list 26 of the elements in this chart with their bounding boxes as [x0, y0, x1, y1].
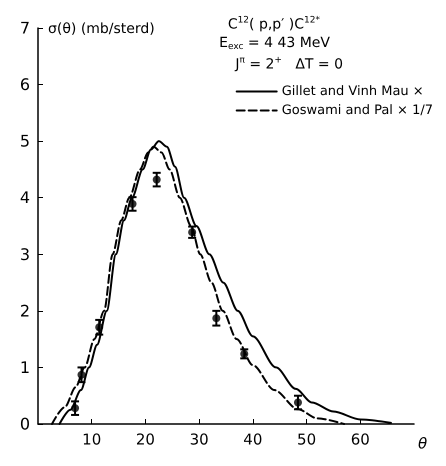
y-tick-label: 0	[20, 414, 30, 434]
legend-label: Goswami and Pal × 1/7	[282, 103, 434, 118]
point	[152, 176, 161, 184]
y-tick-label: 5	[20, 132, 30, 151]
x-tick-label: 30	[190, 430, 209, 448]
point	[71, 404, 80, 412]
x-tick-label: 40	[243, 430, 262, 448]
point	[95, 323, 104, 332]
y-tick-label: 2	[20, 301, 30, 320]
point	[188, 228, 196, 236]
y-tick-label: 4	[20, 188, 30, 208]
point	[78, 370, 86, 379]
y-tick-label: 3	[20, 244, 30, 264]
y-axis-title: σ(θ) (mb/sterd)	[48, 21, 155, 37]
legend-label: Gillet and Vinh Mau ×	[282, 84, 424, 99]
x-tick-label: 60	[350, 430, 370, 448]
x-tick-label: 10	[82, 430, 102, 448]
point	[128, 200, 137, 208]
point	[212, 314, 220, 322]
y-tick-label: 6	[20, 75, 30, 94]
y-tick-label: 1	[20, 358, 30, 377]
y-tick-label: 7	[20, 18, 30, 38]
x-tick-label: 50	[297, 430, 316, 448]
point	[294, 398, 302, 406]
x-tick-label: 20	[136, 430, 155, 448]
x-axis-title: θ	[418, 434, 428, 452]
